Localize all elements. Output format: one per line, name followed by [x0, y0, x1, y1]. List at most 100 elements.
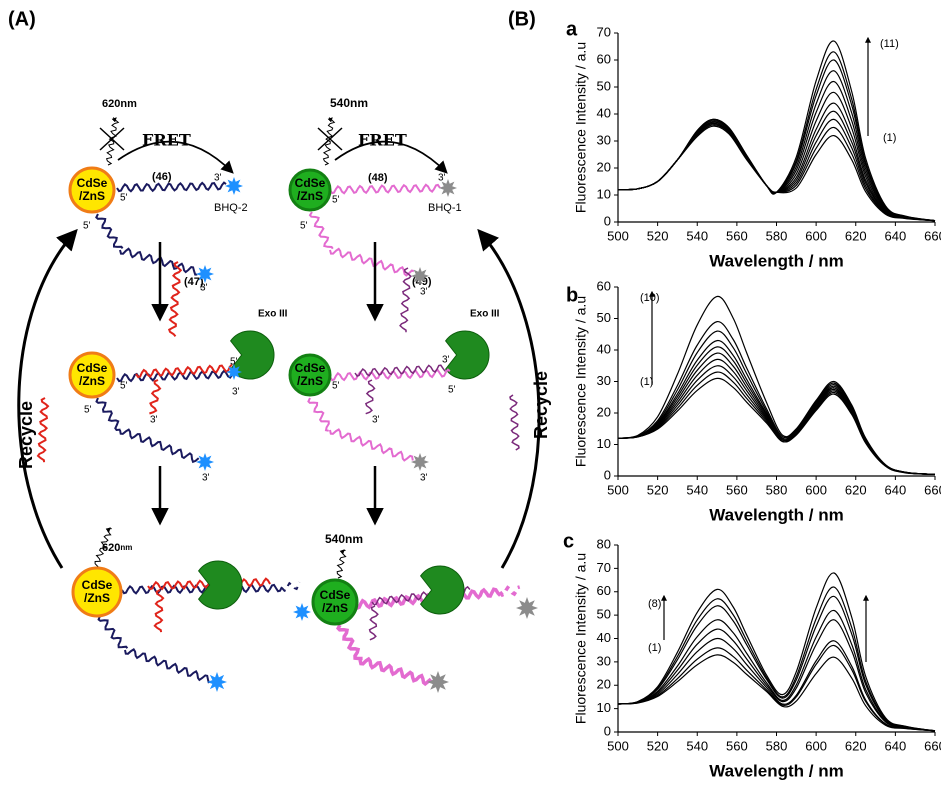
strand	[336, 624, 363, 661]
qd-label: /ZnS	[79, 374, 105, 388]
x-tick-label: 500	[607, 482, 629, 497]
probe-label: (46)	[152, 171, 172, 183]
y-tick-label: 40	[597, 105, 611, 120]
strand	[105, 117, 120, 166]
arrow	[117, 140, 234, 174]
spectrum-line	[617, 619, 936, 732]
strand	[116, 369, 237, 383]
y-tick-label: 20	[597, 677, 611, 692]
quencher	[411, 267, 429, 285]
quencher	[207, 672, 227, 692]
x-tick-label: 520	[647, 738, 669, 753]
panel-label: (B)	[508, 8, 536, 30]
chart: c 0 10 20 30 40 50 60 70 80 500 520 540 560 580 600 620 6…	[563, 530, 941, 780]
strand-end: 5'	[83, 221, 91, 232]
emission-unit: nm	[120, 543, 132, 552]
x-tick-label: 660	[924, 228, 941, 243]
spectrum-line	[617, 609, 936, 732]
strand-end: 5'	[332, 381, 340, 392]
x-tick-label: 560	[726, 482, 748, 497]
quencher-label: BHQ-2	[214, 202, 248, 214]
y-tick-label: 70	[597, 24, 611, 39]
strand	[153, 589, 165, 633]
recycle-label: Recycle	[531, 371, 551, 439]
qd-label: CdSe	[295, 176, 326, 190]
strand	[307, 397, 330, 432]
enzyme-label: Exo III	[470, 309, 500, 320]
strand-end: 5'	[120, 381, 128, 392]
strand-end: 5'	[448, 385, 456, 396]
strand	[167, 261, 183, 337]
spectrum-line	[617, 91, 936, 222]
quencher	[196, 265, 214, 283]
strand	[281, 581, 301, 593]
exonuclease	[229, 330, 275, 380]
target-label: (47)	[184, 276, 204, 288]
strand-end: 3'	[214, 173, 222, 184]
qd-label: /ZnS	[297, 374, 323, 388]
x-tick-label: 540	[686, 738, 708, 753]
quantum-dot	[71, 566, 123, 618]
strand-end: 5'	[84, 405, 92, 416]
exonuclease	[197, 560, 243, 610]
x-tick-label: 600	[805, 482, 827, 497]
x-axis-title: Wavelength / nm	[709, 761, 843, 780]
qd-label: CdSe	[82, 578, 113, 592]
annotation: (10)	[640, 292, 660, 304]
strand-end: 3'	[420, 473, 428, 484]
y-tick-label: 30	[597, 373, 611, 388]
strand	[119, 428, 200, 464]
strand-end: 3'	[372, 415, 380, 426]
x-axis-title: Wavelength / nm	[709, 251, 843, 270]
quantum-dot	[68, 166, 116, 214]
strand	[399, 267, 412, 333]
quencher-label: BHQ-1	[428, 202, 462, 214]
spectrum-line	[617, 70, 936, 222]
strand-end: 3'	[200, 283, 208, 294]
y-tick-label: 70	[597, 560, 611, 575]
quantum-dot	[311, 578, 359, 626]
x-axis-title: Wavelength / nm	[709, 505, 843, 524]
panel-letter: a	[566, 18, 578, 40]
y-axis-title: Fluorescence Intensity / a.u	[573, 42, 589, 213]
blocked	[317, 127, 343, 151]
x-tick-label: 600	[805, 738, 827, 753]
quantum-dot	[288, 353, 332, 397]
qd-label: CdSe	[77, 361, 108, 375]
x-tick-label: 620	[845, 738, 867, 753]
chart: b 0 10 20 30 40 50 60 500 520 540 560 580 600 620 640 66…	[566, 278, 941, 524]
x-tick-label: 500	[607, 228, 629, 243]
arrow	[334, 140, 448, 174]
quencher	[411, 453, 429, 471]
x-tick-label: 580	[766, 738, 788, 753]
panel-letter: c	[563, 530, 574, 552]
spectrum-line	[617, 644, 936, 732]
panel-label: (A)	[8, 8, 36, 30]
y-tick-label: 50	[597, 78, 611, 93]
annotation: (11)	[880, 38, 899, 50]
y-tick-label: 50	[597, 310, 611, 325]
x-tick-label: 540	[686, 482, 708, 497]
strand-end: 3'	[438, 173, 446, 184]
quencher	[293, 603, 311, 621]
y-axis-title: Fluorescence Intensity / a.u	[573, 553, 589, 724]
y-tick-label: 60	[597, 278, 611, 293]
strand	[368, 605, 379, 641]
spectrum-line	[617, 320, 936, 475]
strand-end: 5'	[230, 357, 238, 368]
spectrum-line	[617, 110, 936, 222]
x-tick-label: 520	[647, 228, 669, 243]
y-tick-label: 0	[604, 213, 611, 228]
annotation: (1)	[640, 376, 653, 388]
strand-end: 5'	[332, 195, 340, 206]
strand	[329, 368, 451, 382]
y-tick-label: 20	[597, 404, 611, 419]
strand	[95, 213, 124, 249]
qd-label: /ZnS	[79, 189, 105, 203]
y-tick-label: 60	[597, 51, 611, 66]
strand	[95, 397, 121, 432]
spectrum-line	[617, 637, 936, 732]
